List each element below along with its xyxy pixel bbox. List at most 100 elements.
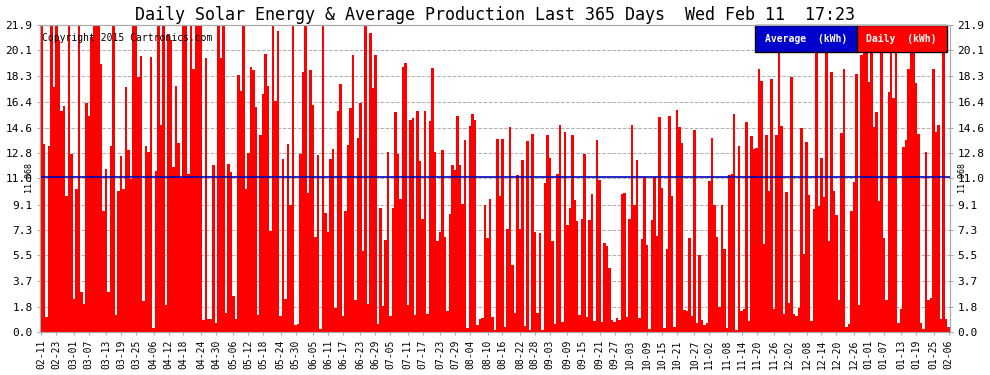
Bar <box>230 172 232 332</box>
Bar <box>631 124 634 332</box>
Bar <box>621 194 624 332</box>
Bar <box>944 319 947 332</box>
Bar <box>322 25 325 332</box>
Bar <box>312 105 314 332</box>
Bar <box>464 140 466 332</box>
Bar <box>860 55 862 332</box>
Bar <box>248 153 249 332</box>
Bar <box>292 25 294 332</box>
Bar <box>103 211 105 332</box>
Bar <box>354 300 356 332</box>
Bar <box>135 25 138 332</box>
Bar <box>686 311 688 332</box>
Bar <box>723 249 726 332</box>
Bar <box>409 120 412 332</box>
Bar <box>790 77 793 332</box>
Bar <box>402 67 404 332</box>
Bar <box>918 134 920 332</box>
Bar <box>885 300 887 332</box>
Bar <box>908 69 910 332</box>
Bar <box>568 208 571 332</box>
Bar <box>486 238 489 332</box>
Bar <box>371 88 374 332</box>
Bar <box>105 169 108 332</box>
Bar <box>356 138 359 332</box>
Bar <box>240 91 242 332</box>
Bar <box>225 313 227 332</box>
Bar <box>857 305 860 332</box>
Bar <box>75 189 77 332</box>
Bar <box>424 111 427 332</box>
Bar <box>138 77 140 332</box>
Bar <box>190 25 192 332</box>
Bar <box>361 251 364 332</box>
Bar <box>750 136 753 332</box>
Bar <box>726 328 728 332</box>
Bar <box>882 238 885 332</box>
Bar <box>108 292 110 332</box>
Bar <box>609 268 611 332</box>
Bar <box>905 140 908 332</box>
Bar <box>335 308 337 332</box>
Bar <box>514 313 516 332</box>
Bar <box>578 315 581 332</box>
Text: 11.068: 11.068 <box>24 162 33 192</box>
Bar <box>519 229 521 332</box>
Bar <box>366 304 369 332</box>
Bar <box>279 316 282 332</box>
Bar <box>813 209 815 332</box>
Bar <box>302 72 304 332</box>
Bar <box>448 214 451 332</box>
Bar <box>877 201 880 332</box>
Bar <box>294 326 297 332</box>
Bar <box>359 102 361 332</box>
Bar <box>237 75 240 332</box>
Bar <box>521 160 524 332</box>
Bar <box>713 205 716 332</box>
Bar <box>915 83 918 332</box>
Bar <box>227 164 230 332</box>
Bar <box>330 159 332 332</box>
Bar <box>850 210 852 332</box>
Bar <box>616 318 619 332</box>
Bar <box>187 174 190 332</box>
Bar <box>748 321 750 332</box>
Bar <box>731 174 733 332</box>
Bar <box>242 25 245 332</box>
Bar <box>140 56 143 332</box>
Bar <box>504 327 506 332</box>
Bar <box>215 322 217 332</box>
Text: Copyright 2015 Cartronics.com: Copyright 2015 Cartronics.com <box>42 33 213 43</box>
Bar <box>933 69 935 332</box>
Bar <box>736 330 738 332</box>
Bar <box>930 298 933 332</box>
Title: Daily Solar Energy & Average Production Last 365 Days  Wed Feb 11  17:23: Daily Solar Energy & Average Production … <box>135 6 855 24</box>
Bar <box>938 124 940 332</box>
Bar <box>235 319 237 332</box>
FancyBboxPatch shape <box>857 25 947 52</box>
Bar <box>691 316 693 332</box>
Bar <box>458 165 461 332</box>
Bar <box>903 147 905 332</box>
Bar <box>887 92 890 332</box>
Bar <box>397 154 399 332</box>
Bar <box>923 329 925 332</box>
Bar <box>100 64 103 332</box>
Bar <box>369 33 371 332</box>
Bar <box>222 25 225 332</box>
Bar <box>175 86 177 332</box>
Bar <box>688 238 691 332</box>
Bar <box>526 141 529 332</box>
Bar <box>588 220 591 332</box>
Bar <box>269 231 272 332</box>
Bar <box>351 55 354 332</box>
Bar <box>337 111 340 332</box>
Bar <box>376 324 379 332</box>
Bar <box>898 322 900 332</box>
Bar <box>77 25 80 332</box>
Bar <box>532 134 534 332</box>
Bar <box>539 233 542 332</box>
Bar <box>384 240 386 332</box>
Bar <box>650 220 653 332</box>
Bar <box>718 307 721 332</box>
